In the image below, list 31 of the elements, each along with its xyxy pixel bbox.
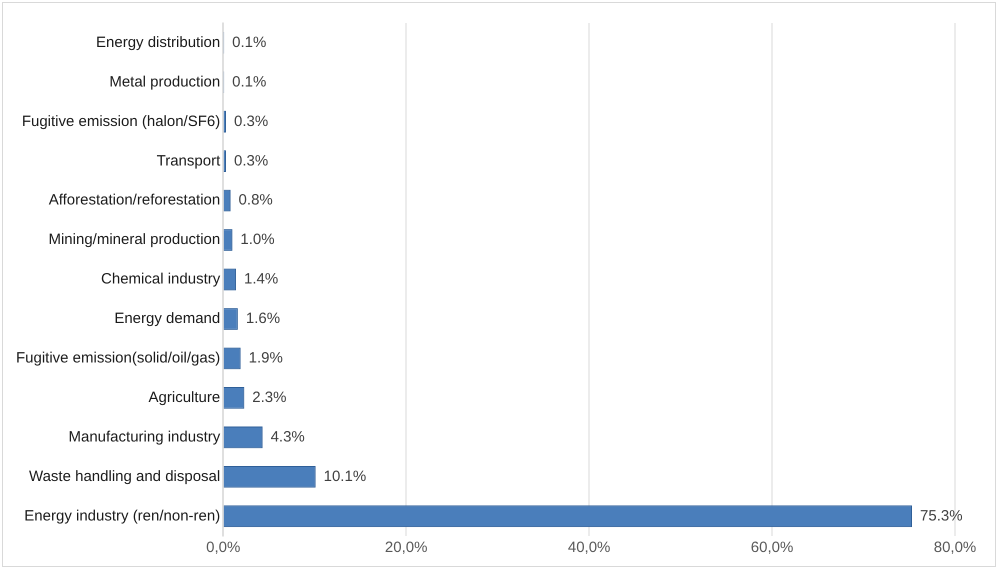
- data-label: 10.1%: [324, 468, 366, 485]
- data-label: 0.3%: [234, 152, 268, 170]
- x-tick-label: 60,0%: [750, 539, 794, 556]
- y-tick-label: Manufacturing industry: [68, 428, 221, 446]
- data-label: 0.1%: [232, 34, 266, 51]
- x-tick-label: 20,0%: [384, 539, 428, 556]
- data-label: 0.1%: [232, 73, 266, 90]
- x-tick-label: 80,0%: [934, 539, 976, 556]
- y-tick-label: Energy industry (ren/non-ren): [24, 507, 220, 524]
- y-tick-label: Energy distribution: [96, 34, 220, 51]
- x-tick-label: 40,0%: [568, 539, 610, 556]
- y-tick-label: Afforestation/reforestation: [48, 192, 220, 209]
- data-label: 75.3%: [920, 507, 963, 524]
- y-tick-label: Fugitive emission(solid/oil/gas): [16, 350, 220, 367]
- data-label: 1.4%: [244, 270, 278, 288]
- data-label: 0.3%: [234, 112, 268, 130]
- data-label: 2.3%: [252, 389, 286, 406]
- y-tick-label: Fugitive emission (halon/SF6): [22, 112, 220, 130]
- y-tick-label: Agriculture: [148, 389, 220, 406]
- data-label: 0.8%: [238, 192, 273, 209]
- x-tick-label: 0,0%: [206, 539, 240, 556]
- y-tick-label: Transport: [156, 152, 222, 170]
- data-label: 1.9%: [248, 350, 283, 367]
- y-tick-label: Chemical industry: [101, 270, 221, 288]
- y-tick-label: Metal production: [109, 73, 220, 90]
- y-tick-label: Waste handling and disposal: [28, 468, 220, 485]
- y-tick-label: Mining/mineral production: [48, 231, 220, 248]
- data-label: 1.6%: [246, 310, 280, 328]
- data-label: 1.0%: [240, 231, 275, 248]
- data-label: 4.3%: [270, 428, 305, 446]
- y-tick-label: Energy demand: [114, 310, 220, 328]
